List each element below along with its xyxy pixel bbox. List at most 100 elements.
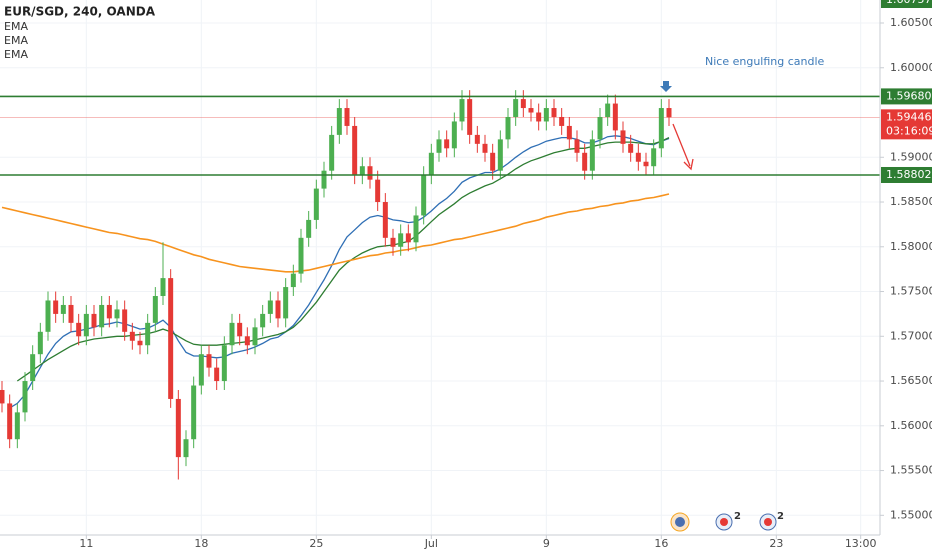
candle-body xyxy=(375,179,381,203)
candle-body xyxy=(666,108,672,118)
candle-body xyxy=(651,148,657,167)
chart-title: EUR/SGD, 240, OANDA xyxy=(4,5,156,19)
x-tick-label: Jul xyxy=(424,537,438,550)
x-tick-label: 11 xyxy=(79,537,93,550)
candle-body xyxy=(229,322,235,346)
projection-arrow xyxy=(672,123,691,167)
candle-body xyxy=(76,322,82,337)
candle-body xyxy=(620,130,626,144)
candle-body xyxy=(14,412,20,440)
candle-body xyxy=(628,143,634,153)
y-tick-label: 1.59000 xyxy=(890,150,932,163)
candle-body xyxy=(106,304,112,319)
y-tick-label: 1.56000 xyxy=(890,419,932,432)
x-tick-label: 23 xyxy=(769,537,783,550)
event-icon: 2 xyxy=(715,511,741,531)
candle-body xyxy=(574,139,580,153)
y-tick-label: 1.57000 xyxy=(890,329,932,342)
candle-body xyxy=(336,108,342,135)
candle-body xyxy=(413,215,419,243)
candle-body xyxy=(267,300,273,314)
axes: 1.55000 1.55500 1.56000 1.56500 1.57000 1.575… xyxy=(79,0,932,550)
y-tick-label: 1.56500 xyxy=(890,374,932,387)
candle-body xyxy=(45,300,51,332)
ema-line xyxy=(9,135,670,409)
legend-entry: EMA xyxy=(4,20,28,33)
candle-body xyxy=(68,304,74,323)
candle-body xyxy=(60,304,66,314)
candle-body xyxy=(22,381,28,413)
candle-body xyxy=(344,108,350,126)
candle-body xyxy=(168,278,174,399)
candle-body xyxy=(612,103,618,131)
candle-body xyxy=(283,287,289,319)
candle-body xyxy=(160,278,166,297)
level-label: 1.59680 xyxy=(886,89,932,102)
plot xyxy=(0,90,880,480)
candle-body xyxy=(482,143,488,153)
candle-body xyxy=(152,296,158,323)
y-tick-label: 1.58000 xyxy=(890,240,932,253)
annotation: Nice engulfing candle xyxy=(705,55,825,68)
x-tick-label: 13:00 xyxy=(845,537,877,550)
candle-body xyxy=(467,99,473,135)
candle-body xyxy=(359,166,365,176)
candle-body xyxy=(321,170,327,189)
ema-line xyxy=(1,193,670,273)
y-tick-label: 1.58500 xyxy=(890,195,932,208)
event-icon xyxy=(670,512,690,532)
candle-body xyxy=(405,233,411,243)
candle-body xyxy=(421,175,427,216)
candle-body xyxy=(290,273,296,288)
y-tick-label: 1.57500 xyxy=(890,285,932,298)
candle-body xyxy=(520,99,526,109)
candle-body xyxy=(244,336,250,346)
candle-body xyxy=(7,403,13,440)
x-tick-label: 16 xyxy=(654,537,668,550)
candle-body xyxy=(444,139,450,149)
candle-body xyxy=(490,152,496,171)
y-tick-label: 1.60000 xyxy=(890,61,932,74)
x-tick-label: 25 xyxy=(309,537,323,550)
candle-body xyxy=(260,313,266,328)
level-label-box xyxy=(881,88,932,105)
candle-body xyxy=(275,300,281,319)
candle-body xyxy=(497,139,503,171)
level-label: 1.58802 xyxy=(886,168,932,181)
event-badge: 2 xyxy=(777,511,784,522)
candle-body xyxy=(551,108,557,117)
candle-body xyxy=(398,233,404,247)
candle-body xyxy=(505,116,511,140)
candle-body xyxy=(183,439,189,458)
candle-body xyxy=(145,322,151,346)
candle-body xyxy=(643,161,649,167)
y-tick-label: 1.60500 xyxy=(890,16,932,29)
candle-body xyxy=(306,219,312,238)
event-icon: 2 xyxy=(759,511,784,531)
candle-body xyxy=(0,389,5,404)
candle-body xyxy=(329,134,335,171)
candle-body xyxy=(474,134,480,144)
annotation-arrow xyxy=(660,81,672,92)
candle-body xyxy=(53,300,59,314)
legend-entry: EMA xyxy=(4,34,28,47)
candle-body xyxy=(459,99,465,122)
candle-body xyxy=(451,121,457,149)
candle-body xyxy=(175,398,181,458)
top-price-box xyxy=(881,0,932,8)
candle-body xyxy=(566,125,572,140)
ema-line xyxy=(16,137,670,382)
candle-body xyxy=(191,385,197,440)
candle-body xyxy=(543,108,549,122)
candle-body xyxy=(198,354,204,386)
candle-body xyxy=(214,367,220,382)
current-price-label: 1.59446 xyxy=(886,110,932,123)
candle-body xyxy=(597,116,603,140)
candle-body xyxy=(513,99,519,117)
x-tick-label: 18 xyxy=(194,537,208,550)
event-badge: 2 xyxy=(734,511,741,522)
candle-body xyxy=(129,331,135,341)
y-tick-label: 1.55000 xyxy=(890,508,932,521)
